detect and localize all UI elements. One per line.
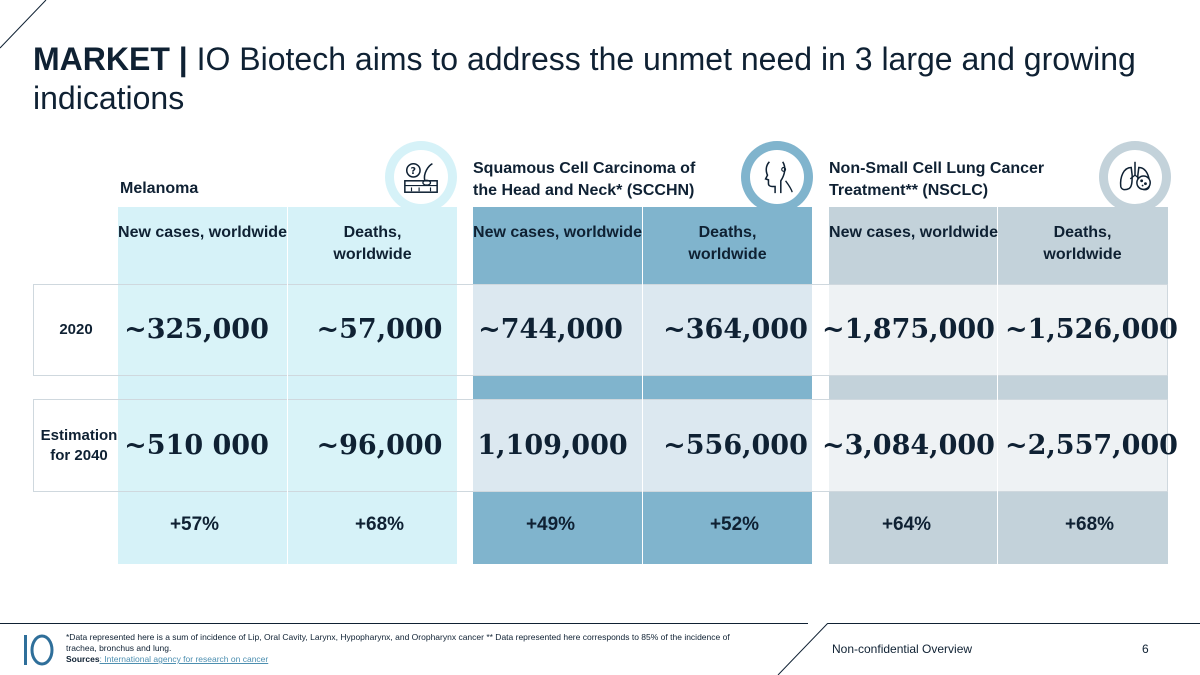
title-text: IO Biotech aims to address the unmet nee… (33, 41, 1136, 116)
io-biotech-logo (24, 634, 54, 666)
scchn-deaths-header: Deaths, worldwide (688, 224, 767, 263)
melanoma-new-cases-column (118, 207, 287, 564)
nsclc-deaths-2040: ~2,557,000 (1005, 430, 1178, 461)
scchn-deaths-growth: +52% (709, 514, 760, 535)
group-title-melanoma: Melanoma (120, 180, 199, 197)
nsclc-deaths-header: Deaths, worldwide (1043, 224, 1122, 263)
nsclc-deaths-column (998, 207, 1168, 564)
melanoma-deaths-2040: ~96,000 (316, 430, 443, 461)
footnote: *Data represented here is a sum of incid… (66, 632, 746, 665)
divider (287, 207, 288, 564)
nsclc-icon-ring (1099, 141, 1171, 213)
melanoma-deaths-growth: +68% (354, 514, 405, 535)
nsclc-new-cases-header: New cases, worldwide (829, 224, 998, 241)
page-title: MARKET | IO Biotech aims to address the … (33, 40, 1173, 118)
scchn-new-2040: 1,109,000 (477, 430, 628, 461)
melanoma-deaths-2020: ~57,000 (316, 314, 443, 345)
group-title-scchn: Squamous Cell Carcinoma of the Head and … (473, 160, 696, 199)
nsclc-2040-cells (829, 400, 1167, 491)
gap-cell (812, 285, 829, 375)
row-label-2020: 2020 (59, 321, 93, 338)
nsclc-new-growth: +64% (881, 514, 932, 535)
footer-slash-decoration (777, 623, 829, 675)
title-prefix: MARKET | (33, 41, 188, 77)
scchn-deaths-2040: ~556,000 (663, 430, 808, 461)
svg-text:?: ? (411, 166, 417, 177)
head-neck-icon (764, 161, 793, 194)
scchn-deaths-2020: ~364,000 (663, 314, 808, 345)
footer-divider (0, 623, 808, 624)
divider (997, 207, 998, 564)
sources-link[interactable]: : International agency for research on c… (99, 654, 269, 664)
row-2040-label-cell (34, 400, 118, 491)
row-2020 (33, 284, 1168, 376)
gap-cell (812, 400, 829, 491)
scchn-new-2020: ~744,000 (478, 314, 623, 345)
gap-cell (457, 285, 473, 375)
melanoma-new-cases-header: New cases, worldwide (118, 224, 287, 241)
footnote-text: *Data represented here is a sum of incid… (66, 632, 730, 653)
nsclc-2020-cells (829, 285, 1167, 375)
corner-decoration (0, 0, 47, 49)
footnote-sources: Sources: International agency for resear… (66, 654, 746, 665)
nsclc-new-2040: ~3,084,000 (822, 430, 995, 461)
scchn-deaths-column (643, 207, 812, 564)
divider (642, 207, 643, 564)
scchn-new-growth: +49% (525, 514, 576, 535)
scchn-new-cases-header: New cases, worldwide (473, 224, 642, 241)
melanoma-new-2020: ~325,000 (124, 314, 269, 345)
page-number: 6 (1142, 642, 1149, 656)
melanoma-deaths-header: Deaths, worldwide (333, 224, 412, 263)
melanoma-deaths-column (288, 207, 457, 564)
nsclc-deaths-growth: +68% (1064, 514, 1115, 535)
skin-lesion-icon: ? (404, 162, 438, 193)
scchn-new-cases-column (473, 207, 642, 564)
footer-divider (828, 623, 1200, 624)
nsclc-new-2020: ~1,875,000 (822, 314, 995, 345)
melanoma-new-2040: ~510 000 (124, 430, 269, 461)
row-label-2040: Estimation for 2040 (40, 427, 118, 464)
lungs-icon (1119, 161, 1151, 191)
scchn-icon-ring (741, 141, 813, 213)
nsclc-new-cases-column (829, 207, 997, 564)
row-2040 (33, 399, 1168, 492)
group-title-nsclc: Non-Small Cell Lung Cancer Treatment** (… (829, 160, 1045, 199)
gap-cell (457, 400, 473, 491)
nsclc-deaths-2020: ~1,526,000 (1005, 314, 1178, 345)
row-2020-label-cell (34, 285, 118, 375)
melanoma-new-growth: +57% (169, 514, 220, 535)
melanoma-icon-ring: ? (385, 141, 457, 213)
footer-label: Non-confidential Overview (832, 642, 973, 656)
sources-label: Sources (66, 654, 100, 664)
